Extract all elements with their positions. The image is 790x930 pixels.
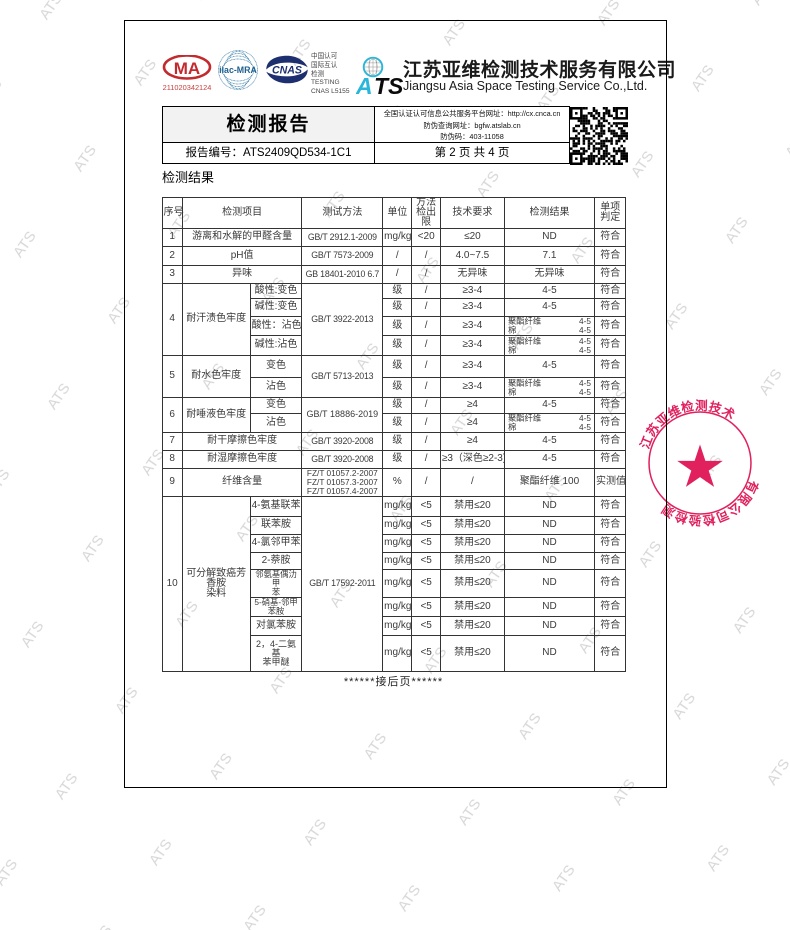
svg-text:有限公司检验检测: 有限公司检验检测 bbox=[659, 478, 762, 527]
